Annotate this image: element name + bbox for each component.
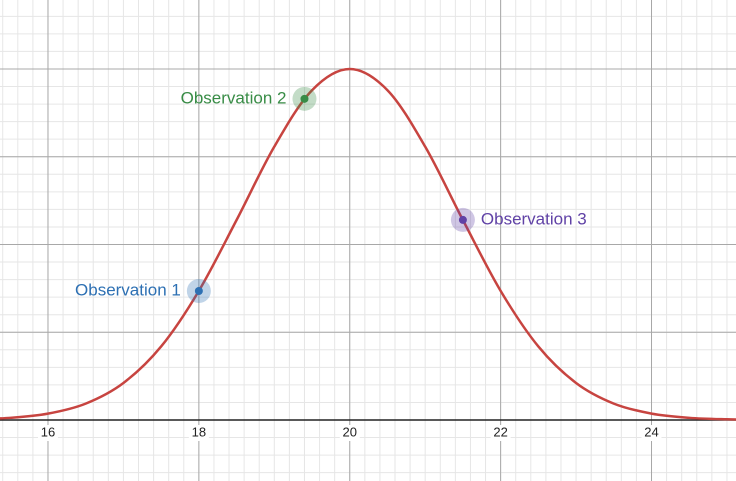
x-tick-label: 16 [41, 424, 55, 439]
point-label: Observation 2 [181, 88, 287, 107]
point-label: Observation 3 [481, 209, 587, 228]
tick-label-bg [339, 425, 360, 442]
point [300, 94, 309, 103]
point [194, 287, 203, 296]
point [458, 215, 467, 224]
tick-label-bg [188, 425, 209, 442]
tick-label-bg [490, 425, 511, 442]
x-tick-label: 24 [644, 424, 658, 439]
x-tick-label: 18 [192, 424, 206, 439]
x-tick-label: 22 [493, 424, 507, 439]
tick-label-bg [641, 425, 662, 442]
point-label: Observation 1 [75, 280, 181, 299]
curve [0, 67, 736, 421]
x-tick-label: 20 [343, 424, 357, 439]
tick-label-bg [37, 425, 58, 442]
